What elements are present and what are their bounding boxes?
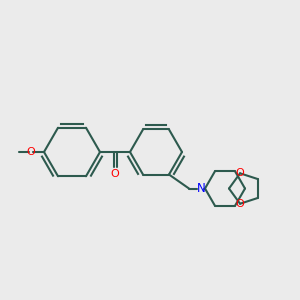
Text: O: O (27, 147, 35, 157)
Text: N: N (196, 182, 206, 195)
Text: O: O (111, 169, 119, 179)
Text: O: O (236, 199, 244, 209)
Text: O: O (236, 168, 244, 178)
